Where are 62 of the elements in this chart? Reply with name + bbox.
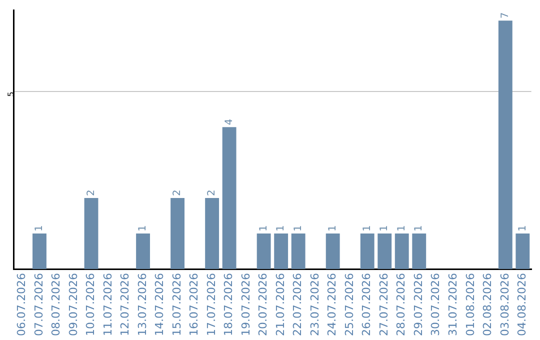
x-tick-label: 01.08.2026 (464, 273, 477, 336)
data-label: 1 (34, 225, 46, 232)
bar (136, 234, 150, 270)
x-tick-label: 13.07.2026 (136, 273, 149, 336)
data-label: 7 (500, 12, 512, 19)
x-tick-label: 22.07.2026 (291, 273, 304, 336)
data-label: 1 (258, 225, 270, 232)
data-label: 2 (86, 190, 97, 196)
x-tick-label: 18.07.2026 (222, 273, 236, 336)
data-label: 1 (276, 225, 287, 232)
x-tick-label: 08.07.2026 (50, 273, 63, 336)
bar (378, 234, 392, 270)
x-tick-label: 15.07.2026 (170, 273, 184, 336)
bar (516, 234, 530, 270)
bar (291, 234, 306, 270)
x-tick-label: 26.07.2026 (360, 273, 374, 336)
x-tick-label: 23.07.2026 (308, 273, 322, 336)
x-tick-label: 25.07.2026 (342, 273, 356, 336)
bar (360, 234, 374, 270)
x-tick-label: 24.07.2026 (326, 273, 339, 336)
bar (274, 234, 288, 270)
x-tick-label: 11.07.2026 (101, 273, 114, 336)
data-label: 1 (327, 225, 338, 232)
x-tick-label: 20.07.2026 (256, 273, 270, 336)
x-tick-label: 09.07.2026 (66, 273, 80, 336)
data-label: 1 (379, 225, 390, 232)
x-tick-label: 07.07.2026 (32, 273, 46, 336)
x-tick-label: 16.07.2026 (188, 273, 201, 336)
bar (222, 127, 236, 270)
data-label: 2 (206, 190, 218, 196)
x-tick-label: 02.08.2026 (481, 273, 494, 336)
x-tick-label: 31.07.2026 (446, 273, 460, 336)
data-label: 1 (414, 225, 425, 232)
x-tick-label: 04.08.2026 (516, 273, 529, 336)
x-tick-label: 10.07.2026 (84, 273, 98, 336)
bar (32, 234, 46, 270)
x-tick-label: 30.07.2026 (429, 273, 442, 336)
x-tick-label: 21.07.2026 (274, 273, 287, 336)
x-tick-label: 29.07.2026 (412, 273, 425, 336)
data-label: 2 (172, 190, 184, 196)
data-label: 4 (224, 118, 235, 126)
bar (205, 198, 220, 270)
x-tick-label: 17.07.2026 (204, 273, 218, 336)
x-tick-label: 28.07.2026 (394, 273, 408, 336)
data-label: 1 (396, 225, 408, 232)
x-tick-label: 03.08.2026 (498, 273, 512, 336)
bar (326, 234, 340, 270)
bar (498, 20, 512, 270)
x-tick-label: 27.07.2026 (377, 273, 390, 336)
data-label: 1 (517, 225, 528, 232)
bar (170, 198, 185, 270)
bar (394, 234, 409, 270)
x-tick-label: 19.07.2026 (239, 273, 252, 336)
x-tick-label: 06.07.2026 (15, 273, 28, 336)
data-label: 1 (362, 225, 373, 232)
data-label: 1 (292, 225, 304, 232)
bar (256, 234, 271, 270)
x-tick-label: 12.07.2026 (118, 273, 132, 336)
bar (84, 198, 98, 270)
data-label: 1 (138, 225, 149, 232)
x-tick-label: 14.07.2026 (153, 273, 166, 336)
bar (412, 234, 426, 270)
